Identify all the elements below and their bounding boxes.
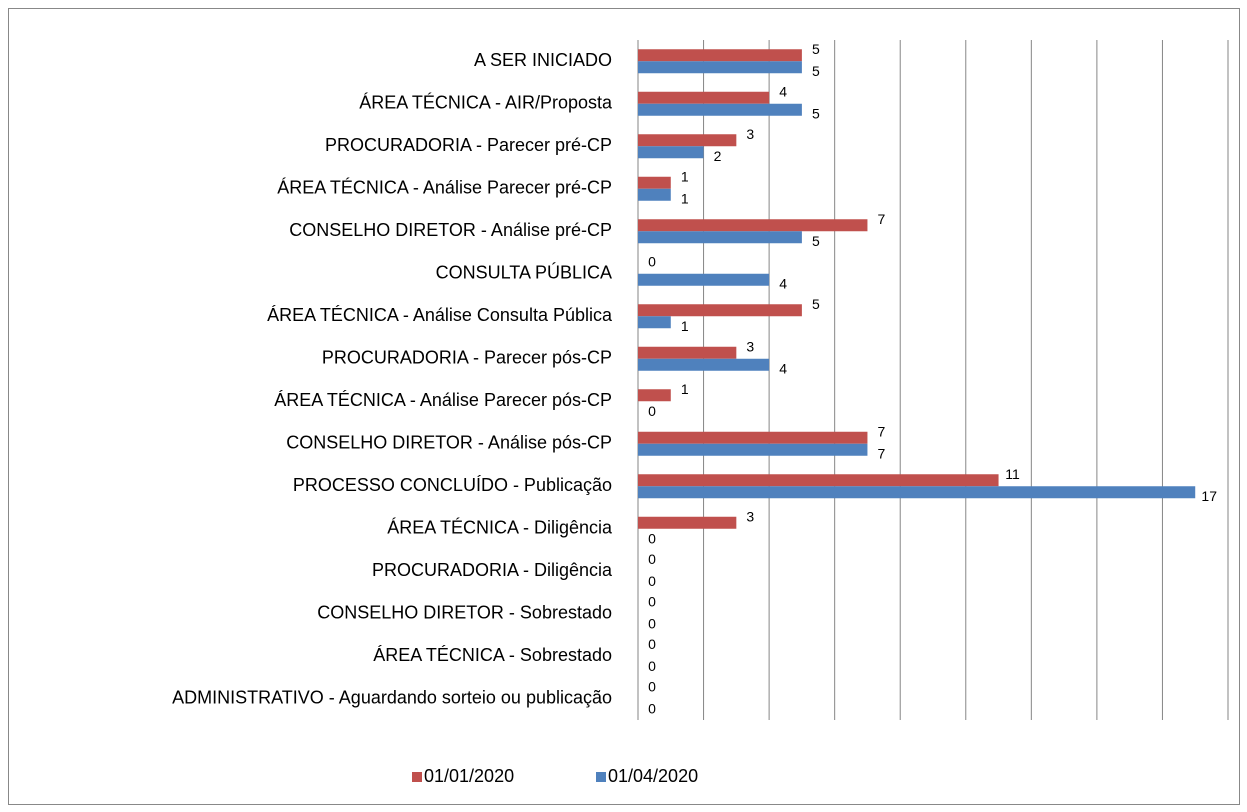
data-label: 17 [1201,488,1217,504]
data-label: 0 [648,403,656,419]
bar [638,346,737,359]
y-tick-label: ÁREA TÉCNICA - AIR/Proposta [359,93,613,113]
data-label: 0 [648,678,656,694]
data-label: 0 [648,615,656,631]
data-label: 3 [746,508,754,524]
data-label: 1 [681,168,689,184]
y-tick-label: CONSELHO DIRETOR - Análise pós-CP [286,433,612,453]
bar [638,188,671,201]
bar [638,61,802,74]
data-label: 1 [681,318,689,334]
legend-swatch [596,772,606,782]
legend-label: 01/01/2020 [424,766,514,786]
data-label: 5 [812,233,820,249]
bar [638,358,770,371]
data-label: 0 [648,593,656,609]
data-label: 0 [648,658,656,674]
bar [638,443,868,456]
bar [638,316,671,329]
y-tick-label: PROCURADORIA - Parecer pré-CP [325,135,612,155]
data-label: 4 [779,275,787,291]
bar [638,103,802,116]
y-tick-label: PROCESSO CONCLUÍDO - Publicação [293,475,612,495]
data-label: 0 [648,551,656,567]
y-tick-label: ÁREA TÉCNICA - Diligência [387,518,613,538]
y-tick-label: ÁREA TÉCNICA - Análise Parecer pós-CP [274,390,612,410]
data-label: 3 [746,338,754,354]
y-tick-label: ÁREA TÉCNICA - Análise Consulta Pública [267,305,613,325]
data-label: 2 [714,148,722,164]
chart-border [8,8,1240,805]
y-tick-label: ÁREA TÉCNICA - Análise Parecer pré-CP [277,178,612,198]
data-label: 0 [648,253,656,269]
bar [638,389,671,402]
data-label: 5 [812,105,820,121]
bar [638,134,737,147]
data-label: 5 [812,63,820,79]
data-label: 7 [878,445,886,461]
data-label: 0 [648,530,656,546]
legend-label: 01/04/2020 [608,766,698,786]
data-label: 3 [746,126,754,142]
bar [638,146,704,159]
y-tick-label: PROCURADORIA - Diligência [372,560,613,580]
bar [638,431,868,444]
data-label: 5 [812,296,820,312]
data-label: 1 [681,190,689,206]
data-label: 4 [779,360,787,376]
bar [638,486,1196,499]
bar [638,219,868,232]
bar [638,231,802,244]
bar [638,176,671,189]
legend-swatch [412,772,422,782]
y-tick-label: PROCURADORIA - Parecer pós-CP [322,348,612,368]
bar [638,516,737,529]
y-tick-label: CONSULTA PÚBLICA [436,262,612,283]
data-label: 7 [878,423,886,439]
y-tick-label: CONSELHO DIRETOR - Sobrestado [317,603,612,623]
y-tick-label: ADMINISTRATIVO - Aguardando sorteio ou p… [172,688,612,708]
y-tick-label: A SER INICIADO [474,50,612,70]
bar [638,91,770,104]
data-label: 1 [681,381,689,397]
y-tick-label: ÁREA TÉCNICA - Sobrestado [373,645,612,665]
data-label: 0 [648,636,656,652]
y-tick-label: CONSELHO DIRETOR - Análise pré-CP [289,220,612,240]
data-label: 4 [779,83,787,99]
bar [638,49,802,62]
bar [638,273,770,286]
data-label: 7 [878,211,886,227]
data-label: 11 [1005,466,1020,482]
bar [638,304,802,317]
data-label: 5 [812,41,820,57]
data-label: 0 [648,700,656,716]
data-label: 0 [648,573,656,589]
bar [638,474,999,487]
